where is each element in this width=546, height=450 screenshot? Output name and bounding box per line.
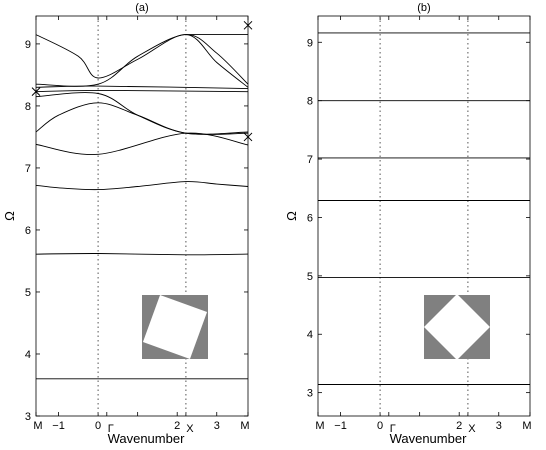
x-tick-label: X: [468, 423, 476, 435]
x-tick-label: Γ: [390, 423, 396, 435]
band-7: [35, 89, 249, 93]
x-tick-label: 0: [95, 420, 101, 432]
y-axis-label: Ω: [2, 211, 17, 221]
x-tick-label: −1: [52, 420, 65, 432]
band-6: [35, 92, 249, 135]
cross-stroke: [243, 20, 253, 30]
panel-b: (b) M −1 0 Γ 2 X 3 M 3 4 5 6 7 8 9 Wavenumber Ω: [284, 2, 532, 446]
x-tick-label: −1: [334, 420, 347, 432]
panel-title: (b): [417, 2, 430, 14]
y-tick-label: 7: [307, 154, 313, 166]
x-tick-label: X: [186, 423, 194, 435]
x-tick-label: 3: [214, 420, 220, 432]
cross-marker: [31, 87, 41, 97]
x-tick-label: 2: [174, 420, 180, 432]
cross-marker: [243, 132, 253, 142]
x-tick-label: M: [240, 420, 249, 432]
plot-frame: [35, 15, 249, 417]
cross-marker: [243, 20, 253, 30]
y-tick-label: 9: [25, 39, 31, 51]
y-tick-label: 4: [307, 329, 313, 341]
unit-cell-inset: [423, 293, 491, 360]
y-tick-label: 9: [307, 37, 313, 49]
y-tick-label: 5: [25, 287, 31, 299]
x-tick-label: M: [315, 420, 324, 432]
x-tick-label: M: [33, 420, 42, 432]
y-tick-label: 4: [25, 349, 31, 361]
y-tick-label: 8: [307, 96, 313, 108]
panel-title: (a): [135, 2, 148, 14]
x-tick-label: Γ: [108, 423, 114, 435]
y-tick-label: 3: [307, 388, 313, 400]
band-5: [35, 102, 249, 135]
unit-cell-inset: [142, 294, 208, 360]
y-tick-label: 6: [307, 212, 313, 224]
plot-frame: [317, 15, 531, 417]
band-2: [35, 253, 249, 256]
band-8: [35, 85, 249, 90]
cross-stroke: [31, 87, 41, 97]
x-tick-label: M: [522, 420, 531, 432]
cross-stroke: [243, 132, 253, 142]
x-tick-label: 3: [496, 420, 502, 432]
x-axis-label: Wavenumber: [108, 431, 185, 446]
y-tick-label: 7: [25, 163, 31, 175]
x-axis-label: Wavenumber: [390, 431, 467, 446]
x-tick-label: 0: [377, 420, 383, 432]
band-9: [35, 34, 249, 88]
band-4: [35, 132, 249, 155]
band-10: [35, 34, 249, 87]
y-tick-label: 5: [307, 271, 313, 283]
band-3: [35, 181, 249, 191]
x-tick-label: 2: [456, 420, 462, 432]
y-tick-label: 8: [25, 101, 31, 113]
inset-inclusion: [142, 294, 208, 360]
y-axis-label: Ω: [284, 211, 299, 221]
y-tick-label: 6: [25, 225, 31, 237]
y-tick-label: 3: [25, 411, 31, 423]
